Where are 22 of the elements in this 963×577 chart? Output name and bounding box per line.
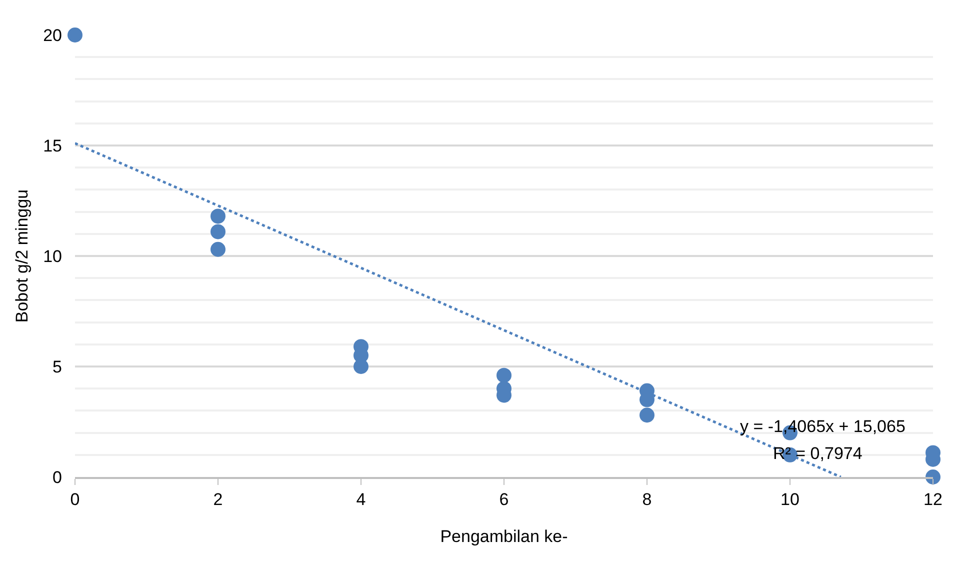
annotation: y = -1,4065x + 15,065	[740, 417, 906, 436]
x-tick-label: 4	[356, 490, 366, 510]
y-tick-label: 0	[52, 468, 62, 487]
point	[640, 408, 654, 423]
x-axis-title: Pengambilan ke-	[440, 527, 568, 546]
y-axis-title: Bobot g/2 minggu	[12, 189, 32, 323]
x-tick-label: 8	[642, 490, 652, 510]
x-tick-label: 0	[70, 490, 80, 510]
y-tick-label: 15	[43, 136, 62, 156]
x-tick-label: 2	[213, 490, 223, 510]
x-tick-label: 10	[780, 490, 800, 510]
point	[496, 368, 512, 383]
x-tick-label: 12	[924, 490, 942, 510]
y-tick-label: 20	[43, 26, 62, 45]
point	[210, 208, 226, 224]
point	[68, 28, 82, 42]
y-tick-label: 5	[52, 357, 62, 376]
point	[210, 242, 226, 257]
point	[210, 224, 226, 240]
y-tick-label: 10	[43, 246, 62, 266]
point	[354, 359, 368, 374]
x-tick-label: 6	[499, 490, 509, 510]
